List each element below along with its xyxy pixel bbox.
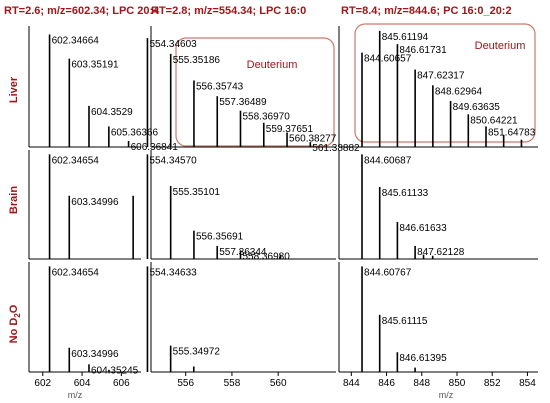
panel-title-pc-16-0-20-2: RT=8.4; m/z=844.6; PC 16:0_20:2 xyxy=(341,5,512,17)
peak-label: 554.34570 xyxy=(149,155,197,166)
peak-label: 603.34996 xyxy=(71,349,119,360)
peak-label: 604.35245 xyxy=(91,365,139,376)
x-tick-label: 854 xyxy=(519,378,536,389)
x-tick-label: 852 xyxy=(484,378,501,389)
peak-label: 602.34664 xyxy=(52,35,100,46)
peak-label: 556.35743 xyxy=(196,81,244,92)
row-label-liver: Liver xyxy=(8,76,20,103)
peak-label: 844.60657 xyxy=(364,54,412,65)
peak-label: 605.36366 xyxy=(111,127,159,138)
peak-label: 559.37651 xyxy=(266,124,314,135)
x-tick-label: 606 xyxy=(113,378,130,389)
x-tick-label: 850 xyxy=(449,378,466,389)
x-tick-label: 604 xyxy=(74,378,91,389)
peak-label: 603.34996 xyxy=(71,197,119,208)
peak-label: 603.35191 xyxy=(71,60,119,71)
x-axis-label-col1: m/z xyxy=(68,390,83,400)
peak-label: 604.3529 xyxy=(91,107,133,118)
peak-label: 844.60767 xyxy=(364,267,412,278)
peak-label: 850.64221 xyxy=(470,115,518,126)
row-label-no-d2o-sub: 2 xyxy=(13,313,22,318)
peak-label: 845.61115 xyxy=(382,316,428,327)
peak-label: 602.34654 xyxy=(52,155,100,166)
x-tick-label: 844 xyxy=(343,378,360,389)
row-label-no-d2o-tail: O xyxy=(8,304,20,313)
peak-label: 848.62964 xyxy=(435,86,483,97)
peak-label: 555.35186 xyxy=(173,55,221,66)
peak-label: 845.61194 xyxy=(382,32,429,43)
x-tick-label: 558 xyxy=(224,378,241,389)
peak-label: 847.62317 xyxy=(417,71,465,82)
row-label-brain: Brain xyxy=(8,186,20,214)
peak-label: 849.63635 xyxy=(453,102,501,113)
peak-label: 845.61133 xyxy=(382,188,429,199)
x-tick-label: 602 xyxy=(34,378,51,389)
peak-label: 844.60687 xyxy=(364,155,412,166)
peak-label: 557.36344 xyxy=(219,247,267,258)
peak-label: 560.38277 xyxy=(289,133,337,144)
deuterium-label-lpc-16-0: Deuterium xyxy=(247,59,298,71)
peak-label: 558.36970 xyxy=(242,112,290,123)
peak-label: 555.34972 xyxy=(173,347,221,358)
x-tick-label: 846 xyxy=(378,378,395,389)
peak-label: 851.64783 xyxy=(488,127,536,138)
peak-label: 555.35101 xyxy=(173,187,221,198)
deuterium-label-pc-16-0-20-2: Deuterium xyxy=(475,40,526,52)
peak-label: 847.62128 xyxy=(417,247,465,258)
row-label-no-d2o: No D2O xyxy=(8,304,22,343)
peak-label: 561.38882 xyxy=(312,143,360,154)
x-tick-label: 560 xyxy=(270,378,287,389)
peak-label: 602.34654 xyxy=(52,267,100,278)
x-axis-label-col3: m/z xyxy=(439,390,454,400)
peak-label: 556.35691 xyxy=(196,232,244,243)
peak-label: 558.36980 xyxy=(242,251,290,262)
deuterium-box-lpc-16-0 xyxy=(175,37,335,147)
panel-title-lpc-20-4: RT=2.6; m/z=602.34; LPC 20:4 xyxy=(4,5,160,17)
peak-label: 554.34603 xyxy=(149,39,197,50)
spectra-panels: 602 604 606 602.34664 603.35191 604.3529 605.3… xyxy=(28,26,538,389)
x-tick-label: 556 xyxy=(177,378,194,389)
x-tick-label: 848 xyxy=(413,378,430,389)
peak-label: 557.36489 xyxy=(219,97,267,108)
peak-label: 554.34633 xyxy=(149,267,197,278)
peak-label: 846.61395 xyxy=(399,353,447,364)
row-label-no-d2o-main: No D xyxy=(8,318,20,344)
deuterium-box-pc-16-0-20-2 xyxy=(354,23,536,143)
panel-title-lpc-16-0: RT=2.8; m/z=554.34; LPC 16:0 xyxy=(151,5,306,17)
peak-label: 846.61731 xyxy=(399,45,447,56)
peak-label: 846.61633 xyxy=(399,223,447,234)
